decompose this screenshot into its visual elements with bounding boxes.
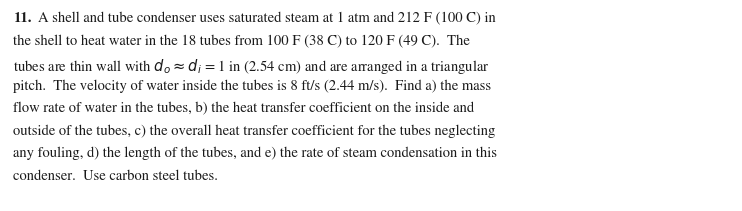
Text: A shell and tube condenser uses saturated steam at 1 atm and 212 F (100 C) in: A shell and tube condenser uses saturate… bbox=[39, 12, 496, 25]
Text: 11.: 11. bbox=[13, 12, 31, 25]
Text: flow rate of water in the tubes, b) the heat transfer coefficient on the inside : flow rate of water in the tubes, b) the … bbox=[13, 102, 474, 115]
Text: condenser.  Use carbon steel tubes.: condenser. Use carbon steel tubes. bbox=[13, 169, 218, 183]
Text: any fouling, d) the length of the tubes, and e) the rate of steam condensation i: any fouling, d) the length of the tubes,… bbox=[13, 147, 497, 160]
Text: the shell to heat water in the 18 tubes from 100 F (38 C) to 120 F (49 C).  The: the shell to heat water in the 18 tubes … bbox=[13, 35, 470, 48]
Text: tubes are thin wall with $d_o \approx d_i$ = 1 in (2.54 cm) and are arranged in : tubes are thin wall with $d_o \approx d_… bbox=[13, 57, 490, 76]
Text: pitch.  The velocity of water inside the tubes is 8 ft/s (2.44 m/s).  Find a) th: pitch. The velocity of water inside the … bbox=[13, 80, 491, 93]
Text: outside of the tubes, c) the overall heat transfer coefficient for the tubes neg: outside of the tubes, c) the overall hea… bbox=[13, 124, 496, 138]
